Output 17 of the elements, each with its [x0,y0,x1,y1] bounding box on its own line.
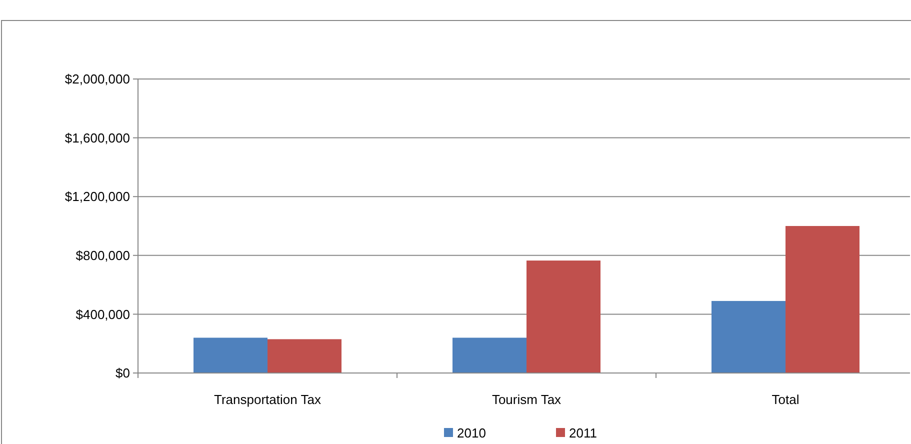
bar [786,226,860,373]
y-tick-label: $0 [116,366,130,381]
x-tick-label: Tourism Tax [492,392,562,407]
bar [194,338,268,373]
y-tick-label: $1,200,000 [64,189,130,204]
y-tick-label: $1,600,000 [64,130,130,146]
bar [526,260,600,373]
legend-label: 2010 [457,426,486,441]
x-tick-label: Transportation Tax [214,392,322,407]
y-tick-label: $800,000 [76,248,130,263]
y-tick-label: $2,000,000 [64,72,130,87]
bar [452,338,526,373]
legend-label: 2011 [569,426,597,441]
y-tick-label: $400,000 [76,306,130,322]
bar [712,300,786,373]
bar [268,339,342,373]
x-tick-label: Total [772,392,800,407]
